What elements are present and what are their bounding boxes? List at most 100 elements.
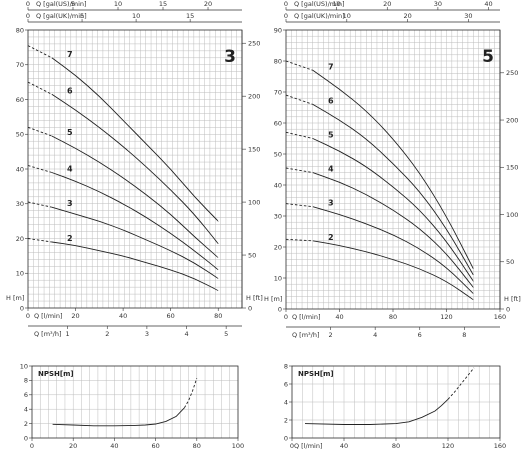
x-tick-label: 0	[26, 312, 30, 320]
x-tick-label: 60	[167, 312, 175, 320]
uk-tick-label: 10	[132, 12, 140, 20]
x-tick-label: 40	[340, 442, 348, 450]
m3h-tick-label: 3	[145, 330, 149, 338]
npsh-title: NPSH[m]	[38, 370, 74, 378]
curve-label-6: 6	[67, 86, 73, 95]
curve-5-dashed	[27, 126, 52, 137]
ft-tick-label: 100	[248, 198, 260, 206]
x-tick-label: 120	[440, 313, 452, 321]
us-tick-label: 40	[484, 0, 492, 8]
y-tick-label: 0	[24, 434, 28, 442]
uk-tick-label: 30	[464, 12, 472, 20]
y-tick-label: 8	[24, 377, 28, 385]
y-tick-label: 90	[274, 26, 282, 34]
curve-5	[312, 138, 474, 282]
curve-4	[312, 172, 474, 288]
y-tick-label: 30	[16, 200, 24, 208]
y-tick-label: 80	[16, 26, 24, 34]
model-number-label: 5	[482, 47, 494, 67]
x-tick-label: 80	[193, 442, 201, 450]
y-tick-label: 0	[278, 305, 282, 313]
curve-label-5: 5	[67, 128, 73, 137]
us-tick-label: 15	[159, 0, 167, 8]
npsh-curve	[52, 407, 185, 427]
m3h-tick-label: 5	[224, 330, 228, 338]
x-tick-label: 120	[442, 442, 454, 450]
m3h-tick-label: 2	[329, 331, 333, 339]
curve-label-3: 3	[328, 199, 334, 208]
top-axis-uk-label: Q [gal(UK)/min]	[294, 12, 345, 20]
y-tick-label: 40	[274, 181, 282, 189]
us-tick-label: 0	[284, 0, 288, 8]
x-tick-label: 160	[494, 313, 506, 321]
ft-tick-label: 0	[248, 304, 252, 312]
npsh-curve	[304, 398, 449, 425]
y-tick-label: 6	[284, 380, 288, 388]
y-tick-label: 2	[284, 416, 288, 424]
uk-tick-label: 20	[403, 12, 411, 20]
x-tick-label: 0	[284, 313, 288, 321]
ft-tick-label: 0	[506, 305, 510, 313]
y-tick-label: 80	[274, 57, 282, 65]
ft-tick-label: 200	[248, 92, 260, 100]
y-tick-label: 10	[274, 274, 282, 282]
y-tick-label: 60	[274, 119, 282, 127]
x-tick-label: 80	[392, 442, 400, 450]
m3h-axis-label: Q [m³/h]	[34, 330, 62, 338]
y-tick-label: 50	[16, 131, 24, 139]
curve-label-3: 3	[67, 199, 73, 208]
ft-tick-label: 200	[506, 116, 518, 124]
curve-2	[312, 240, 474, 301]
curve-6	[51, 93, 219, 244]
curve-label-2: 2	[67, 234, 73, 243]
curve-4-dashed	[285, 167, 313, 174]
top-axis-us-label: Q [gal(US)/min]	[294, 0, 345, 8]
us-tick-label: 30	[434, 0, 442, 8]
curve-label-2: 2	[328, 233, 334, 242]
curve-3-dashed	[285, 203, 313, 208]
curve-7-dashed	[285, 60, 313, 71]
y-tick-label: 8	[284, 362, 288, 370]
y-axis-label-right: H [ft]	[504, 295, 521, 303]
x-tick-label: 40	[110, 442, 118, 450]
x-tick-label: 60	[151, 442, 159, 450]
us-tick-label: 0	[26, 0, 30, 8]
y-tick-label: 50	[274, 150, 282, 158]
x-tick-label: 20	[71, 312, 79, 320]
y-tick-label: 70	[274, 88, 282, 96]
m3h-tick-label: 4	[373, 331, 377, 339]
curve-label-6: 6	[328, 96, 334, 105]
curve-2	[51, 241, 219, 292]
x-tick-label: 40	[119, 312, 127, 320]
y-tick-label: 0	[20, 304, 24, 312]
model-number-label: 3	[224, 47, 236, 67]
plot-frame	[31, 365, 239, 439]
curve-6	[312, 104, 474, 276]
uk-tick-label: 15	[186, 12, 194, 20]
x-axis-label: Q [l/min]	[294, 442, 323, 450]
curve-label-7: 7	[328, 62, 334, 71]
curve-5-dashed	[285, 131, 313, 139]
curve-6-dashed	[285, 94, 313, 105]
plot-grid	[285, 29, 501, 310]
us-tick-label: 10	[114, 0, 122, 8]
m3h-tick-label: 2	[105, 330, 109, 338]
y-tick-label: 30	[274, 212, 282, 220]
curve-label-4: 4	[67, 164, 73, 173]
y-tick-label: 2	[24, 420, 28, 428]
y-tick-label: 40	[16, 165, 24, 173]
x-tick-label: 80	[214, 312, 222, 320]
m3h-tick-label: 4	[184, 330, 188, 338]
curve-label-4: 4	[328, 165, 334, 174]
uk-tick-label: 0	[26, 12, 30, 20]
y-tick-label: 10	[16, 270, 24, 278]
y-axis-label-left: H [m]	[264, 295, 282, 303]
y-tick-label: 20	[16, 235, 24, 243]
top-axis-us-label: Q [gal(US)/min]	[36, 0, 87, 8]
m3h-tick-label: 6	[418, 331, 422, 339]
ft-tick-label: 100	[506, 211, 518, 219]
uk-tick-label: 10	[343, 12, 351, 20]
chart-c4: 0 40 80 120 160 0 2 4 6 8 NPSH[m] Q [l/min]	[284, 362, 506, 450]
m3h-tick-label: 1	[66, 330, 70, 338]
us-tick-label: 20	[204, 0, 212, 8]
